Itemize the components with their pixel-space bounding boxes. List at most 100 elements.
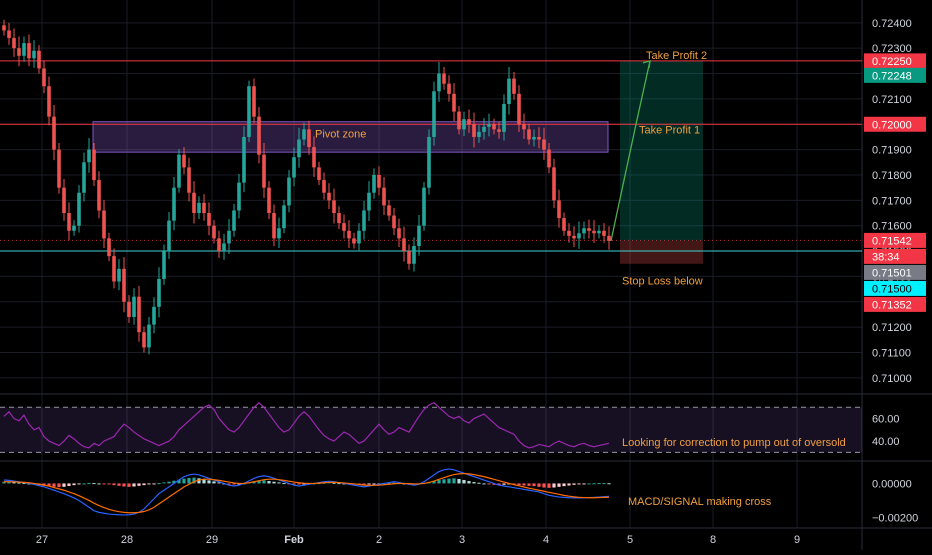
candle[interactable]	[222, 243, 226, 252]
candle[interactable]	[427, 136, 431, 188]
candle[interactable]	[572, 235, 576, 239]
candle[interactable]	[557, 200, 561, 219]
candle[interactable]	[502, 103, 506, 132]
candle[interactable]	[252, 86, 256, 117]
candle[interactable]	[7, 30, 11, 39]
candle[interactable]	[527, 129, 531, 140]
candle[interactable]	[332, 200, 336, 214]
candle[interactable]	[17, 48, 21, 56]
candles-layer[interactable]	[2, 19, 611, 355]
candle[interactable]	[497, 129, 501, 132]
candle[interactable]	[517, 93, 521, 125]
candle[interactable]	[52, 116, 56, 150]
candle[interactable]	[587, 228, 591, 231]
candle[interactable]	[387, 205, 391, 216]
candle[interactable]	[162, 251, 166, 279]
candle[interactable]	[402, 238, 406, 252]
candle[interactable]	[147, 324, 151, 348]
candle[interactable]	[37, 50, 41, 69]
candle[interactable]	[407, 251, 411, 264]
candle[interactable]	[67, 213, 71, 231]
candle[interactable]	[492, 124, 496, 130]
candle[interactable]	[267, 187, 271, 214]
candle[interactable]	[272, 213, 276, 239]
macd-line[interactable]	[3, 468, 610, 516]
candle[interactable]	[327, 192, 331, 201]
candle[interactable]	[87, 149, 91, 163]
candle[interactable]	[187, 167, 191, 193]
candle[interactable]	[482, 126, 486, 132]
time-axis[interactable]: 27 28 29 Feb 2 3 4 5 8 9	[36, 534, 800, 546]
candle[interactable]	[582, 228, 586, 234]
signal-line[interactable]	[4, 472, 610, 514]
candle[interactable]	[417, 225, 421, 246]
candle[interactable]	[97, 180, 101, 211]
candle[interactable]	[192, 192, 196, 214]
candle[interactable]	[512, 78, 516, 94]
candle[interactable]	[107, 238, 111, 257]
candle[interactable]	[172, 187, 176, 221]
candle[interactable]	[142, 332, 146, 348]
candle[interactable]	[182, 154, 186, 168]
candle[interactable]	[237, 182, 241, 211]
candle[interactable]	[177, 154, 181, 188]
candle[interactable]	[57, 149, 61, 188]
candle[interactable]	[227, 230, 231, 244]
candle[interactable]	[102, 210, 106, 239]
candle[interactable]	[117, 268, 121, 282]
candle[interactable]	[467, 119, 471, 125]
candle[interactable]	[197, 202, 201, 214]
candle[interactable]	[382, 187, 386, 206]
candle[interactable]	[122, 268, 126, 302]
candle[interactable]	[337, 213, 341, 224]
candle[interactable]	[472, 124, 476, 137]
candle[interactable]	[457, 111, 461, 130]
candle[interactable]	[392, 215, 396, 229]
candle[interactable]	[202, 202, 206, 214]
candle[interactable]	[442, 73, 446, 84]
candle[interactable]	[302, 129, 306, 140]
candle[interactable]	[82, 162, 86, 193]
candle[interactable]	[477, 131, 481, 137]
macd-pane[interactable]: MACD/SIGNAL making cross	[2, 468, 772, 516]
candle[interactable]	[32, 50, 36, 59]
candle[interactable]	[547, 149, 551, 168]
candle[interactable]	[242, 136, 246, 183]
candle[interactable]	[257, 116, 261, 155]
candle[interactable]	[157, 278, 161, 307]
candle[interactable]	[597, 230, 601, 234]
candle[interactable]	[317, 167, 321, 181]
candle[interactable]	[542, 139, 546, 150]
candle[interactable]	[507, 78, 511, 104]
candle[interactable]	[367, 192, 371, 211]
candle[interactable]	[152, 306, 156, 325]
candle[interactable]	[12, 38, 16, 49]
candle[interactable]	[212, 225, 216, 239]
candle[interactable]	[77, 192, 81, 226]
candle[interactable]	[412, 245, 416, 264]
candle[interactable]	[487, 124, 491, 127]
candle[interactable]	[432, 91, 436, 137]
candle[interactable]	[277, 228, 281, 239]
candle[interactable]	[27, 43, 31, 59]
candle[interactable]	[422, 187, 426, 226]
candle[interactable]	[372, 174, 376, 193]
candle[interactable]	[347, 230, 351, 239]
candle[interactable]	[22, 43, 26, 56]
candle[interactable]	[577, 233, 581, 239]
candle[interactable]	[352, 238, 356, 244]
candle[interactable]	[357, 230, 361, 244]
candle[interactable]	[537, 136, 541, 140]
candle[interactable]	[292, 157, 296, 178]
candle[interactable]	[552, 167, 556, 201]
candle[interactable]	[522, 124, 526, 130]
rsi-line[interactable]	[3, 401, 610, 449]
candle[interactable]	[452, 93, 456, 112]
candle[interactable]	[342, 223, 346, 231]
candle[interactable]	[297, 139, 301, 158]
candle[interactable]	[362, 210, 366, 231]
candle[interactable]	[462, 119, 466, 130]
candle[interactable]	[247, 86, 251, 137]
candle[interactable]	[232, 210, 236, 231]
